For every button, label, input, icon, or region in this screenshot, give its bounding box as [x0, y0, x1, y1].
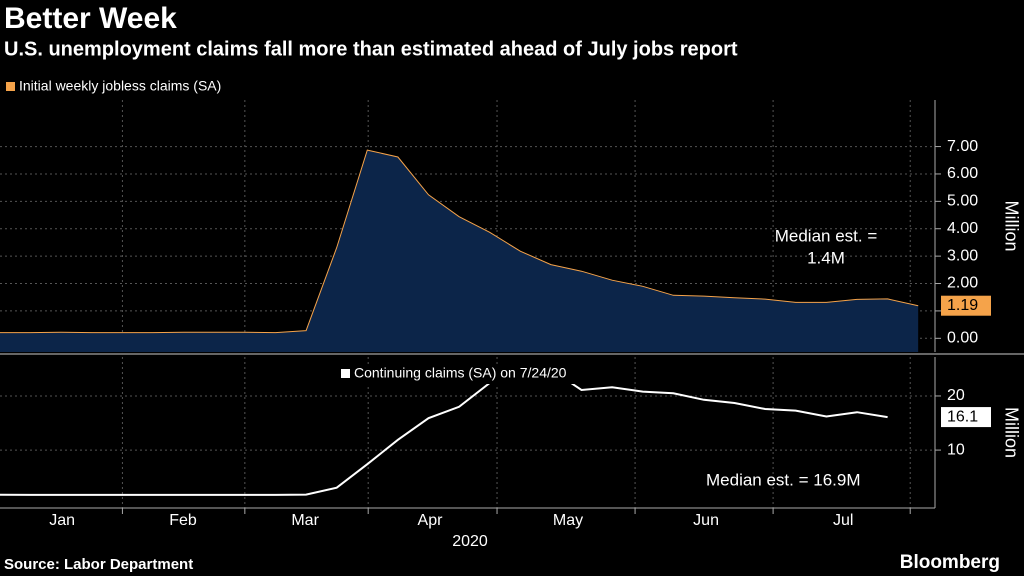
legend-bg: [334, 364, 604, 384]
brand: Bloomberg: [900, 552, 1000, 573]
x-tick-label: Feb: [169, 512, 197, 529]
x-tick-label: May: [553, 512, 583, 529]
annotation: 1.4M: [807, 248, 845, 267]
value-label: 1.19: [947, 297, 978, 314]
legend-swatch: [341, 369, 350, 378]
line: [0, 368, 888, 496]
y-tick-label: 5.00: [947, 193, 978, 210]
x-tick-label: Jan: [49, 512, 75, 529]
y-tick-label: 10: [947, 441, 965, 458]
value-label-box: [941, 407, 991, 428]
x-tick-label: Jun: [693, 512, 719, 529]
annotation: Median est. =: [775, 226, 878, 245]
y-tick-label: 20: [947, 387, 965, 404]
x-tick-label: Jul: [833, 512, 853, 529]
y-tick-label: 6.00: [947, 165, 978, 182]
y-tick-label: 3.00: [947, 247, 978, 264]
value-label-box: [941, 295, 991, 316]
legend-label: Continuing claims (SA) on 7/24/20: [354, 365, 567, 381]
annotation: Median est. = 16.9M: [706, 470, 861, 489]
y-axis-label: Million: [1001, 200, 1021, 251]
y-tick-label: 7.00: [947, 138, 978, 155]
x-axis-year: 2020: [452, 533, 488, 550]
chart-subtitle: U.S. unemployment claims fall more than …: [4, 38, 738, 60]
y-tick-label: 0.00: [947, 330, 978, 347]
value-label: 16.1: [947, 408, 978, 425]
x-tick-label: Mar: [291, 512, 319, 529]
chart-title: Better Week: [4, 2, 177, 35]
y-tick-label: 2.00: [947, 275, 978, 292]
y-tick-label: 4.00: [947, 220, 978, 237]
area-edge: [0, 149, 919, 334]
legend-swatch: [6, 82, 15, 91]
x-tick-label: Apr: [418, 512, 444, 529]
source: Source: Labor Department: [4, 556, 193, 573]
legend-label: Initial weekly jobless claims (SA): [19, 78, 221, 94]
y-axis-label: Million: [1001, 407, 1021, 458]
area: [0, 150, 919, 352]
